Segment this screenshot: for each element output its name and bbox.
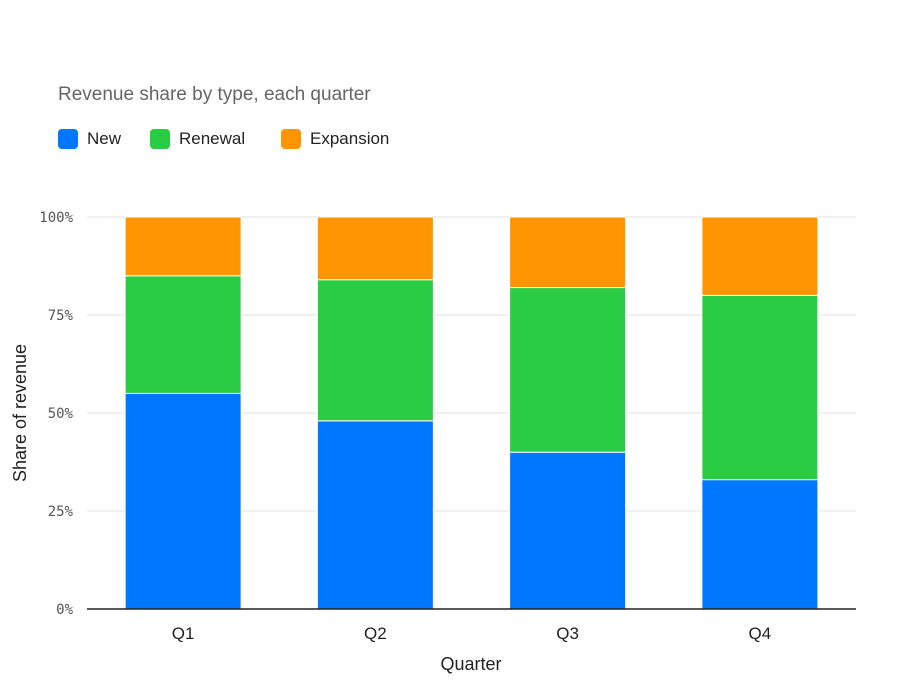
legend-label-expansion: Expansion bbox=[310, 129, 390, 148]
bar-segment-expansion bbox=[509, 216, 627, 289]
bar-segment-renewal bbox=[509, 287, 627, 453]
legend-swatch-renewal bbox=[150, 129, 170, 149]
y-tick-label: 50% bbox=[48, 406, 74, 422]
bar-segment-renewal bbox=[701, 294, 819, 481]
x-tick-label: Q1 bbox=[172, 624, 195, 643]
legend-swatch-expansion bbox=[281, 129, 301, 149]
x-tick-label: Q3 bbox=[556, 624, 579, 643]
x-tick-label: Q2 bbox=[364, 624, 387, 643]
x-tick-label: Q4 bbox=[749, 624, 772, 643]
bars bbox=[124, 216, 819, 610]
legend-label-renewal: Renewal bbox=[179, 129, 246, 148]
legend-label-new: New bbox=[87, 129, 122, 148]
y-tick-label: 25% bbox=[48, 504, 74, 520]
bar-segment-expansion bbox=[701, 216, 819, 296]
bar-segment-new bbox=[316, 420, 434, 610]
y-tick-label: 75% bbox=[48, 308, 74, 324]
chart-subtitle: Revenue share by type, each quarter bbox=[58, 84, 371, 105]
bar-segment-new bbox=[509, 451, 627, 610]
bar-segment-expansion bbox=[124, 216, 242, 277]
bar-segment-renewal bbox=[124, 275, 242, 394]
y-tick-label: 100% bbox=[39, 210, 73, 226]
x-axis-title: Quarter bbox=[440, 654, 501, 674]
bar-segment-new bbox=[701, 479, 819, 610]
bar-segment-expansion bbox=[316, 216, 434, 281]
axes: 0% 25% 50% 75% 100% Q1 Q2 Q3 Q4 bbox=[39, 210, 856, 643]
bar-segment-renewal bbox=[316, 279, 434, 422]
y-tick-label: 0% bbox=[56, 602, 73, 618]
y-axis-title: Share of revenue bbox=[10, 344, 30, 482]
legend-swatch-new bbox=[58, 129, 78, 149]
bar-segment-new bbox=[124, 392, 242, 610]
